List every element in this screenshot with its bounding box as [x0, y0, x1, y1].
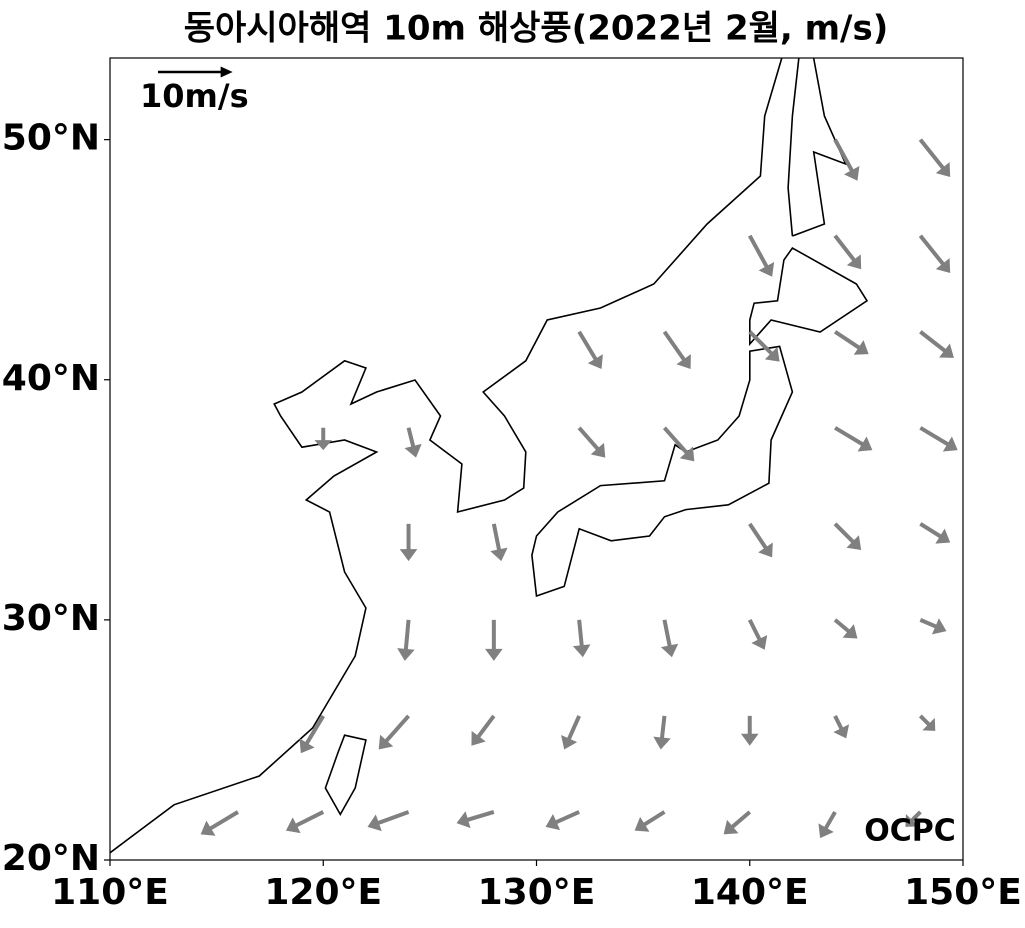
- coastline-hokkaido: [749, 246, 869, 347]
- wind-arrow: [723, 810, 752, 835]
- wind-arrow: [747, 618, 768, 650]
- wind-arrow: [919, 426, 958, 452]
- wind-arrow: [919, 330, 954, 358]
- reference-arrow: [158, 66, 233, 78]
- wind-arrow: [833, 715, 850, 739]
- wind-arrow: [404, 427, 422, 458]
- wind-arrow: [561, 715, 581, 750]
- wind-arrow: [660, 619, 679, 658]
- coastline-japan: [531, 345, 794, 598]
- wind-arrow: [299, 714, 325, 754]
- x-tick-label: 120°E: [264, 872, 382, 913]
- wind-arrow: [397, 619, 415, 661]
- wind-arrow: [367, 810, 410, 832]
- wind-arrow: [634, 810, 666, 832]
- wind-arrow: [285, 810, 325, 834]
- wind-arrow: [834, 426, 873, 452]
- wind-arrow: [833, 618, 858, 639]
- coastline-mainland: [110, 58, 783, 854]
- plot-frame: [109, 57, 964, 861]
- x-tick-label: 130°E: [478, 872, 596, 913]
- wind-arrow: [653, 715, 671, 750]
- wind-arrow: [919, 618, 947, 635]
- wind-arrow: [456, 810, 495, 829]
- wind-arrow: [918, 234, 951, 274]
- x-tick-label: 140°E: [691, 872, 809, 913]
- coastlines: [110, 58, 869, 854]
- wind-arrow: [314, 427, 333, 451]
- wind-arrow: [833, 234, 862, 270]
- reference-label: 10m/s: [140, 77, 249, 115]
- y-tick-label: 40°N: [2, 358, 100, 399]
- wind-arrow: [485, 619, 503, 661]
- wind-arrow: [918, 138, 951, 177]
- wind-arrow: [378, 714, 411, 750]
- wind-arrow: [919, 522, 951, 544]
- y-tick-label: 20°N: [2, 838, 100, 879]
- wind-arrow: [545, 810, 580, 831]
- wind-arrow: [747, 234, 775, 277]
- wind-arrow: [572, 619, 591, 658]
- wind-vectors: [200, 138, 958, 839]
- wind-arrow: [918, 714, 936, 731]
- wind-arrow: [471, 714, 496, 746]
- wind-arrow: [833, 522, 862, 550]
- wind-arrow: [740, 715, 759, 746]
- wind-arrow: [748, 330, 780, 362]
- wind-arrow: [200, 810, 239, 836]
- coastline-sakhalin: [787, 58, 848, 237]
- wind-arrow: [833, 138, 860, 181]
- wind-arrow: [662, 330, 691, 370]
- wind-arrow: [490, 523, 508, 562]
- wind-arrow: [818, 810, 837, 839]
- y-tick-label: 30°N: [2, 598, 100, 639]
- chart-title: 동아시아해역 10m 해상풍(2022년 2월, m/s): [184, 9, 889, 49]
- wind-arrow: [905, 810, 922, 827]
- wind-arrow: [662, 426, 695, 462]
- x-tick-label: 150°E: [904, 872, 1022, 913]
- x-tick-label: 110°E: [51, 872, 169, 913]
- coastline-taiwan: [324, 734, 367, 817]
- wind-arrow: [833, 330, 869, 355]
- wind-arrow: [748, 522, 773, 558]
- wind-arrow: [577, 330, 603, 370]
- wind-arrow: [577, 426, 606, 458]
- y-tick-label: 50°N: [2, 118, 100, 159]
- wind-arrow: [399, 523, 418, 562]
- watermark: OCPC: [864, 814, 956, 849]
